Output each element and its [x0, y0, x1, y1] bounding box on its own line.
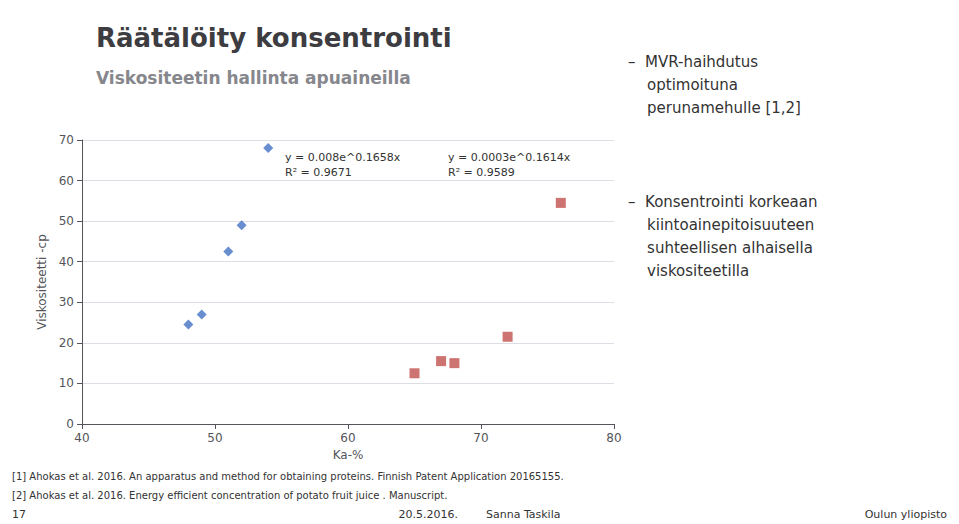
svg-text:Ka-%: Ka-%	[333, 448, 364, 462]
svg-text:Oulun yliopisto: Oulun yliopisto	[865, 508, 948, 521]
svg-text:[1] Ahokas et al. 2016. An app: [1] Ahokas et al. 2016. An apparatus and…	[12, 471, 564, 482]
svg-text:– Konsentrointi korkeaan: – Konsentrointi korkeaan	[628, 193, 818, 211]
svg-text:10: 10	[59, 376, 74, 390]
svg-text:optimoituna: optimoituna	[628, 76, 738, 94]
svg-text:R² = 0.9671: R² = 0.9671	[285, 166, 352, 179]
svg-text:60: 60	[340, 431, 355, 445]
svg-text:60: 60	[59, 174, 74, 188]
svg-text:y = 0.008e^0.1658x: y = 0.008e^0.1658x	[285, 151, 401, 164]
svg-text:70: 70	[59, 133, 74, 147]
svg-text:40: 40	[74, 431, 89, 445]
svg-text:R² = 0.9589: R² = 0.9589	[448, 166, 515, 179]
svg-text:30: 30	[59, 295, 74, 309]
svg-text:viskositeetilla: viskositeetilla	[628, 262, 749, 280]
svg-text:Räätälöity konsentrointi: Räätälöity konsentrointi	[96, 23, 452, 53]
svg-text:20.5.2016. Sanna Taskil: 20.5.2016. Sanna Taskila	[399, 508, 561, 521]
svg-text:70: 70	[473, 431, 488, 445]
svg-text:– MVR-haihdutus: – MVR-haihdutus	[628, 53, 758, 71]
svg-text:50: 50	[207, 431, 222, 445]
svg-text:Viskositeetin hallinta apuaine: Viskositeetin hallinta apuaineilla	[96, 68, 411, 88]
svg-text:20: 20	[59, 336, 74, 350]
svg-text:suhteellisen alhaisella: suhteellisen alhaisella	[628, 239, 813, 257]
svg-text:kiintoainepitoisuuteen: kiintoainepitoisuuteen	[628, 216, 814, 234]
svg-text:y = 0.0003e^0.1614x: y = 0.0003e^0.1614x	[448, 151, 571, 164]
svg-text:perunamehulle [1,2]: perunamehulle [1,2]	[628, 99, 801, 117]
svg-text:0: 0	[66, 417, 74, 431]
svg-text:Viskositeetti -cp: Viskositeetti -cp	[35, 234, 49, 330]
svg-text:50: 50	[59, 214, 74, 228]
svg-text:80: 80	[606, 431, 621, 445]
svg-text:40: 40	[59, 255, 74, 269]
svg-text:[2] Ahokas et al. 2016. Energy: [2] Ahokas et al. 2016. Energy efficient…	[12, 490, 447, 501]
svg-text:17: 17	[12, 508, 26, 521]
